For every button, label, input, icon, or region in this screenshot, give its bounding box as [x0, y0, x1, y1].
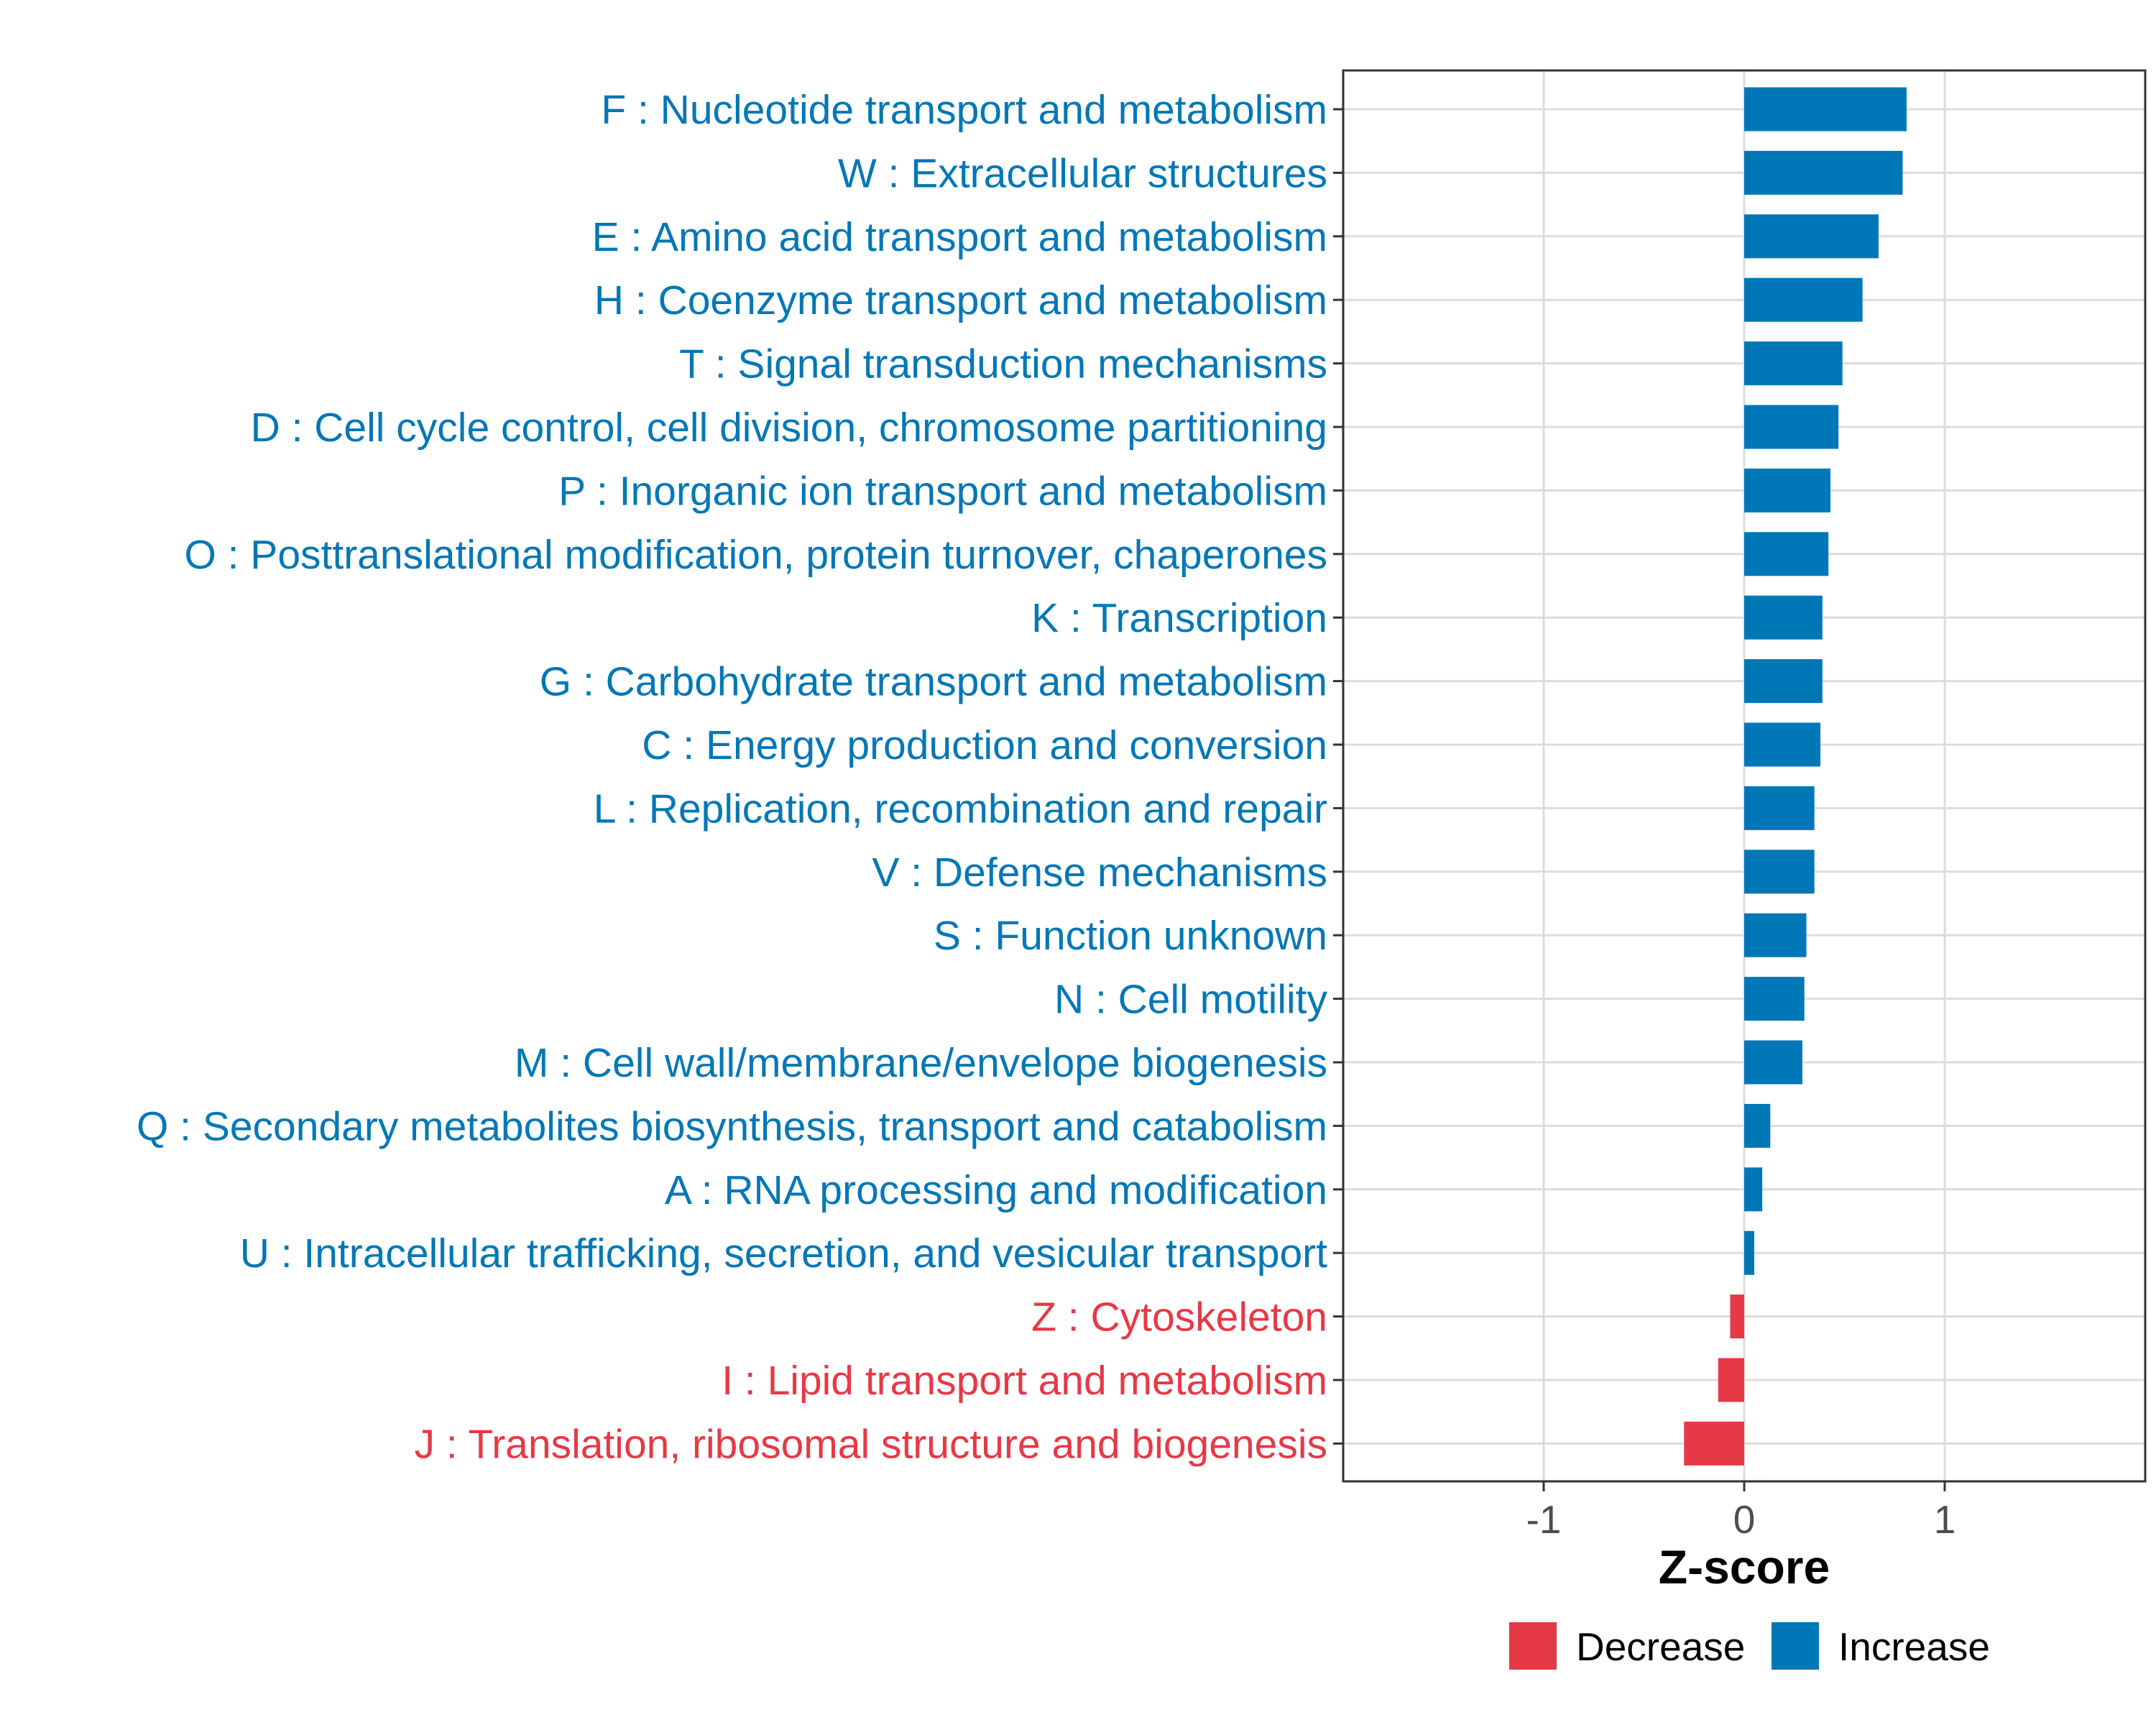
- category-label-l: L : Replication, recombination and repai…: [594, 786, 1327, 832]
- bar-s: [1744, 913, 1807, 957]
- category-label-t: T : Signal transduction mechanisms: [679, 341, 1327, 387]
- bar-p: [1744, 468, 1830, 512]
- x-axis-tick-layer: -1 0 1: [1333, 108, 1956, 1542]
- bar-u: [1744, 1230, 1754, 1275]
- category-label-p: P : Inorganic ion transport and metaboli…: [558, 468, 1327, 514]
- legend-label-decrease: Decrease: [1576, 1624, 1745, 1669]
- category-label-layer: F : Nucleotide transport and metabolism W…: [137, 87, 1328, 1467]
- legend-key-increase: [1772, 1622, 1819, 1670]
- bar-d: [1744, 405, 1839, 449]
- bar-c: [1744, 722, 1821, 767]
- category-label-e: E : Amino acid transport and metabolism: [592, 214, 1327, 260]
- category-label-h: H : Coenzyme transport and metabolism: [594, 277, 1327, 323]
- bar-layer: [1684, 87, 1907, 1466]
- bar-n: [1744, 977, 1805, 1021]
- category-label-o: O : Posttranslational modification, prot…: [184, 532, 1327, 578]
- legend-label-increase: Increase: [1838, 1624, 1990, 1669]
- legend: Decrease Increase: [1509, 1622, 1990, 1670]
- bar-e: [1744, 214, 1879, 259]
- bar-i: [1718, 1358, 1744, 1402]
- category-label-c: C : Energy production and conversion: [642, 722, 1327, 768]
- category-label-m: M : Cell wall/membrane/envelope biogenes…: [515, 1040, 1327, 1086]
- x-tick-label: 1: [1934, 1497, 1956, 1542]
- bar-m: [1744, 1040, 1802, 1085]
- bar-k: [1744, 595, 1823, 640]
- bar-t: [1744, 341, 1843, 386]
- bar-l: [1744, 786, 1815, 830]
- bar-o: [1744, 532, 1829, 576]
- category-label-i: I : Lipid transport and metabolism: [722, 1358, 1327, 1404]
- bar-j: [1684, 1421, 1744, 1466]
- x-tick-label: 0: [1733, 1497, 1756, 1542]
- category-label-v: V : Defense mechanisms: [872, 850, 1327, 896]
- bar-h: [1744, 277, 1863, 322]
- category-label-u: U : Intracellular trafficking, secretion…: [240, 1230, 1327, 1276]
- category-label-j: J : Translation, ribosomal structure and…: [415, 1421, 1327, 1467]
- category-label-d: D : Cell cycle control, cell division, c…: [251, 405, 1327, 451]
- category-label-z: Z : Cytoskeleton: [1031, 1294, 1327, 1340]
- category-label-s: S : Function unknown: [934, 913, 1327, 959]
- bar-f: [1744, 87, 1907, 132]
- bar-w: [1744, 150, 1903, 195]
- bar-z: [1730, 1294, 1744, 1339]
- category-label-w: W : Extracellular structures: [838, 150, 1327, 196]
- bar-q: [1744, 1103, 1771, 1148]
- bar-v: [1744, 850, 1815, 894]
- category-label-k: K : Transcription: [1031, 595, 1327, 641]
- category-label-g: G : Carbohydrate transport and metabolis…: [540, 659, 1327, 705]
- bar-g: [1744, 659, 1823, 704]
- bar-a: [1744, 1167, 1763, 1212]
- category-label-q: Q : Secondary metabolites biosynthesis, …: [137, 1103, 1327, 1149]
- x-tick-label: -1: [1526, 1497, 1562, 1542]
- category-label-a: A : RNA processing and modification: [665, 1167, 1327, 1213]
- x-axis-title: Z-score: [1659, 1540, 1830, 1593]
- category-label-f: F : Nucleotide transport and metabolism: [601, 87, 1327, 133]
- legend-key-decrease: [1509, 1622, 1557, 1670]
- category-label-n: N : Cell motility: [1054, 977, 1328, 1023]
